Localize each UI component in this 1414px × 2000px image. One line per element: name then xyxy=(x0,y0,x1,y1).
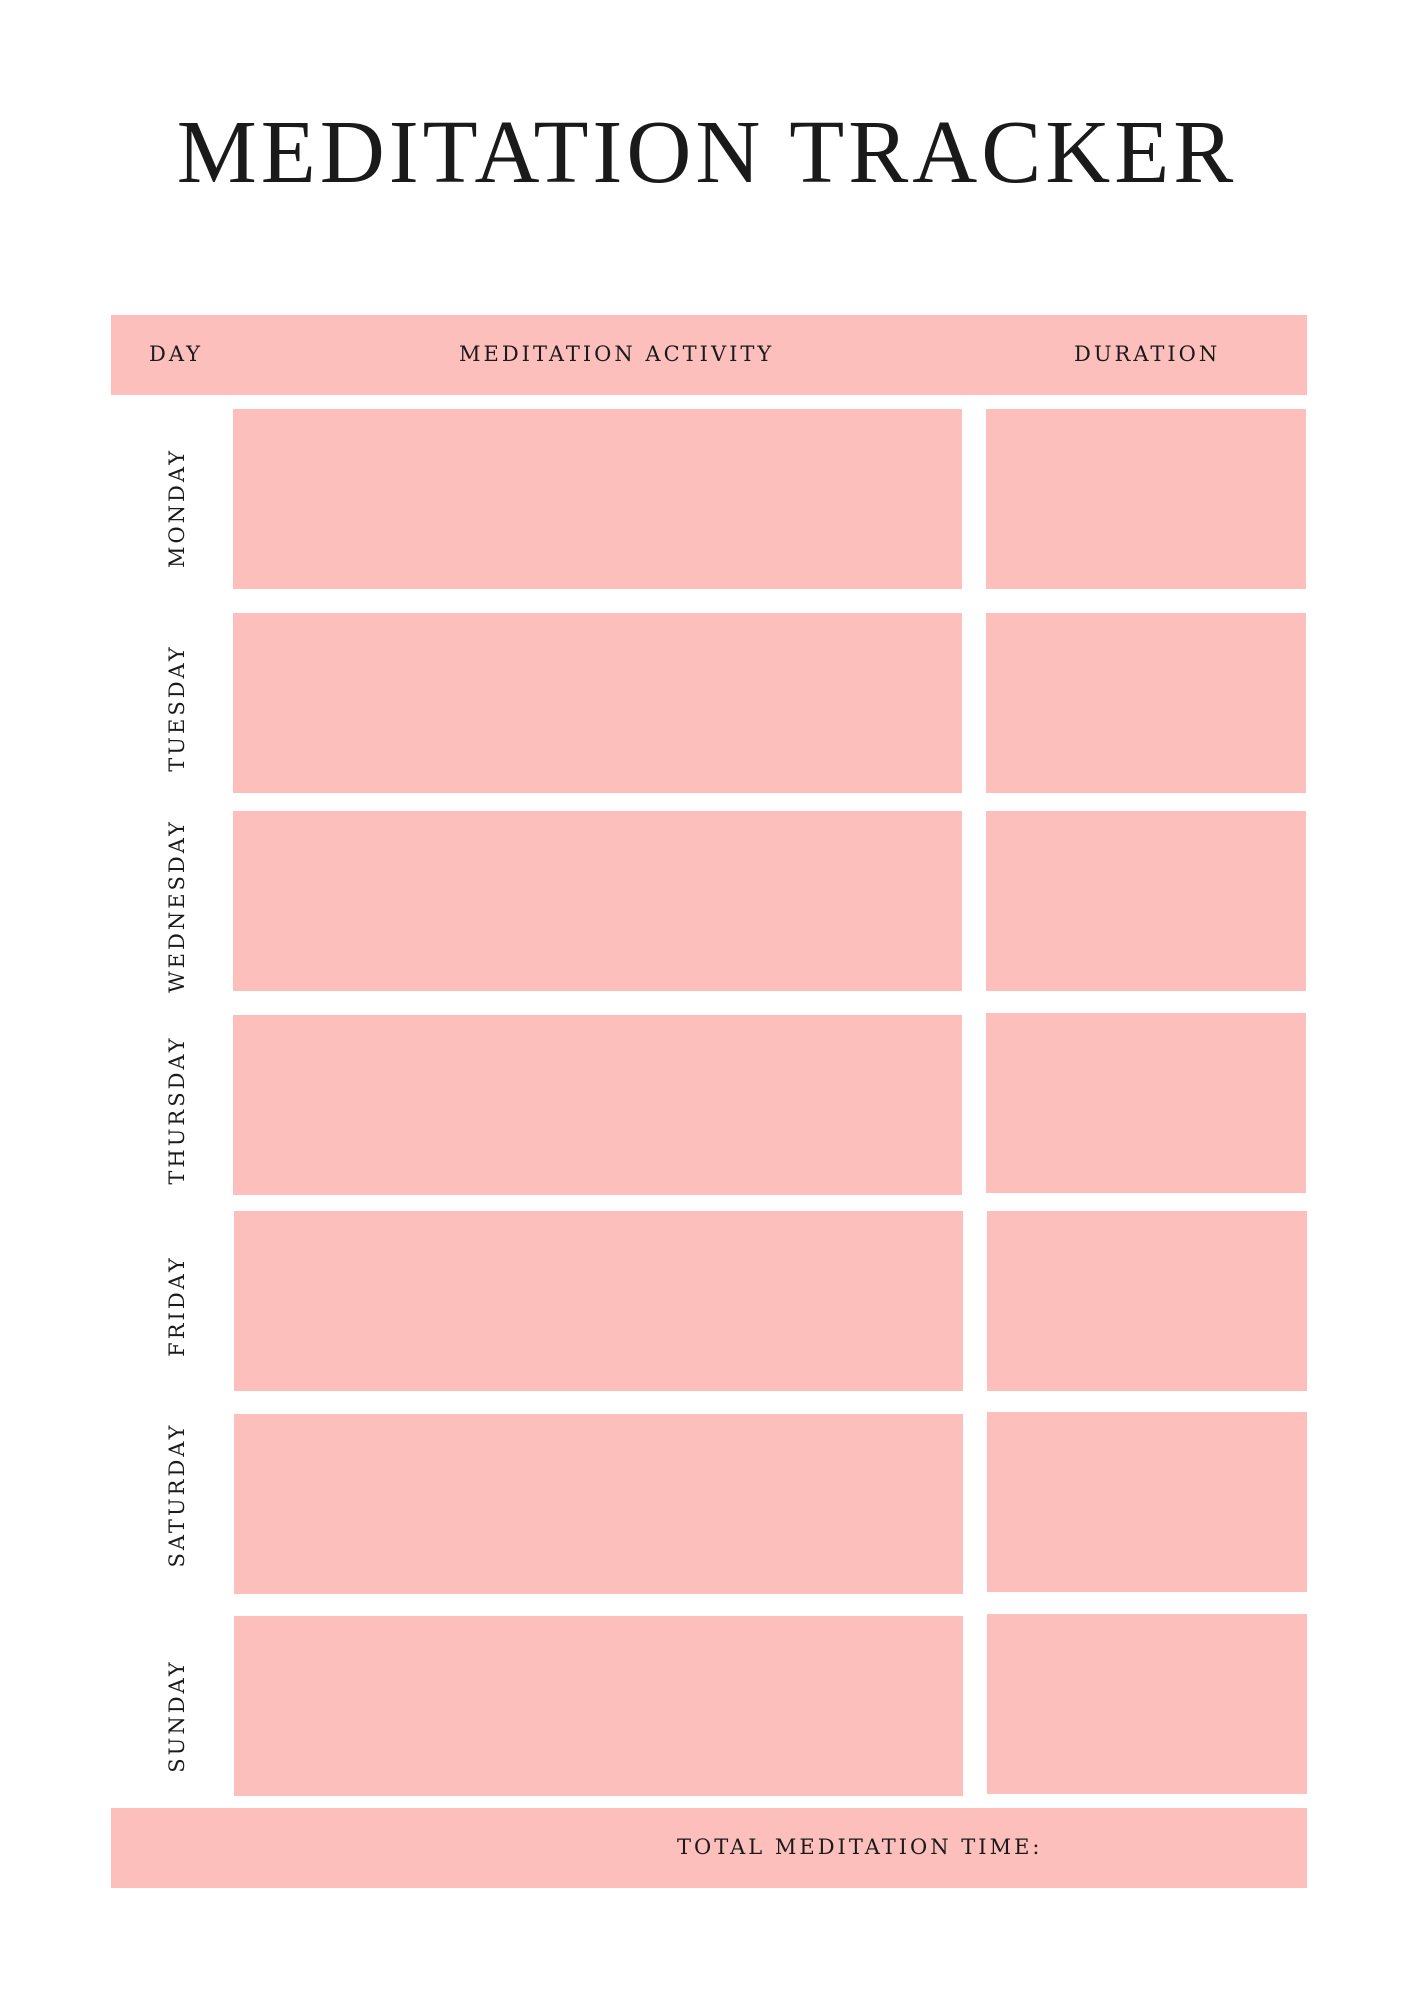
activity-field-sunday[interactable] xyxy=(234,1616,963,1796)
day-label-monday: MONDAY xyxy=(165,447,189,569)
activity-field-saturday[interactable] xyxy=(234,1414,963,1594)
day-label-wednesday: WEDNESDAY xyxy=(165,819,189,993)
duration-field-saturday[interactable] xyxy=(987,1412,1307,1592)
duration-field-friday[interactable] xyxy=(987,1211,1307,1391)
header-activity: MEDITATION ACTIVITY xyxy=(459,342,775,366)
activity-field-wednesday[interactable] xyxy=(233,811,962,991)
day-label-tuesday: TUESDAY xyxy=(165,644,189,772)
day-label-saturday: SATURDAY xyxy=(165,1422,189,1568)
activity-field-tuesday[interactable] xyxy=(233,613,962,793)
day-label-sunday: SUNDAY xyxy=(165,1659,189,1773)
total-bar xyxy=(111,1808,1307,1888)
duration-field-wednesday[interactable] xyxy=(986,811,1306,991)
total-label: TOTAL MEDITATION TIME: xyxy=(677,1835,1043,1859)
duration-field-monday[interactable] xyxy=(986,409,1306,589)
header-duration: DURATION xyxy=(1074,342,1221,366)
header-day: DAY xyxy=(149,342,204,366)
duration-field-tuesday[interactable] xyxy=(986,613,1306,793)
day-label-friday: FRIDAY xyxy=(165,1255,189,1357)
duration-field-thursday[interactable] xyxy=(986,1013,1306,1193)
table-header xyxy=(111,315,1307,395)
activity-field-thursday[interactable] xyxy=(233,1015,962,1195)
page-title: MEDITATION TRACKER xyxy=(176,103,1238,202)
activity-field-monday[interactable] xyxy=(233,409,962,589)
activity-field-friday[interactable] xyxy=(234,1211,963,1391)
duration-field-sunday[interactable] xyxy=(987,1614,1307,1794)
day-label-thursday: THURSDAY xyxy=(165,1035,189,1185)
